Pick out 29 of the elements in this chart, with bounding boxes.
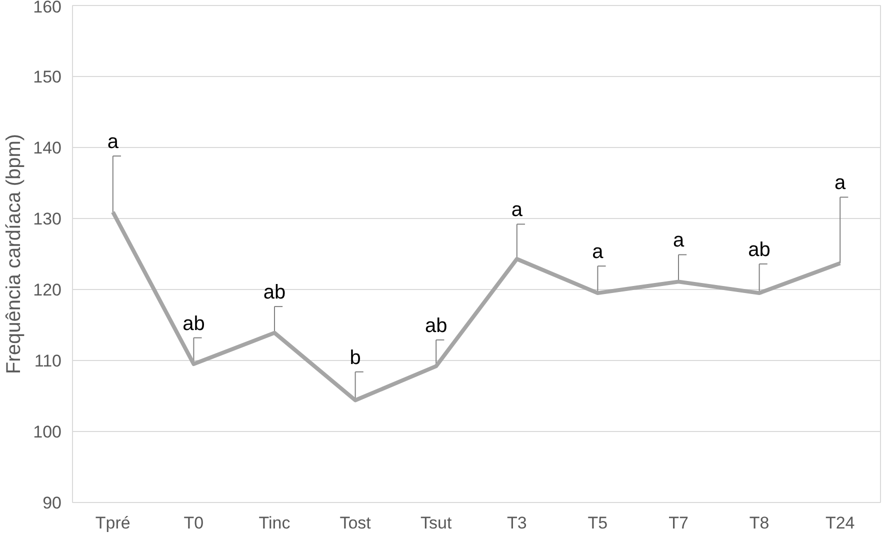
- x-tick-label: T8: [749, 514, 770, 532]
- y-axis-title: Frequência cardíaca (bpm): [3, 134, 26, 374]
- y-tick-label: 120: [33, 280, 62, 300]
- x-tick-label: Tsut: [420, 514, 452, 532]
- y-tick-label: 140: [33, 138, 62, 158]
- annotation: a: [672, 230, 685, 252]
- y-tick-label: 90: [42, 494, 62, 512]
- y-tick-label: 130: [33, 210, 62, 228]
- x-tick-label: T7: [668, 514, 688, 532]
- annotation: b: [350, 346, 361, 369]
- annotation: ab: [263, 282, 286, 304]
- x-tick-label: Tost: [340, 514, 372, 532]
- x-tick-label: T0: [184, 514, 204, 532]
- annotation: ab: [424, 314, 448, 337]
- x-tick-label: Tinc: [258, 514, 291, 532]
- x-tick-label: Tpré: [95, 514, 130, 532]
- y-tick-label: 150: [33, 68, 62, 86]
- x-tick-label: T5: [588, 514, 608, 532]
- y-tick-label: 160: [33, 0, 62, 16]
- annotation: ab: [748, 238, 770, 261]
- annotation: a: [592, 241, 604, 264]
- x-tick-label: T24: [825, 514, 855, 532]
- annotation: a: [107, 131, 120, 154]
- annotation: a: [834, 172, 847, 194]
- y-tick-label: 110: [34, 352, 62, 370]
- annotation: ab: [182, 312, 205, 335]
- x-tick-label: T3: [506, 514, 527, 532]
- y-tick-label: 100: [33, 422, 62, 442]
- annotation: a: [511, 199, 524, 222]
